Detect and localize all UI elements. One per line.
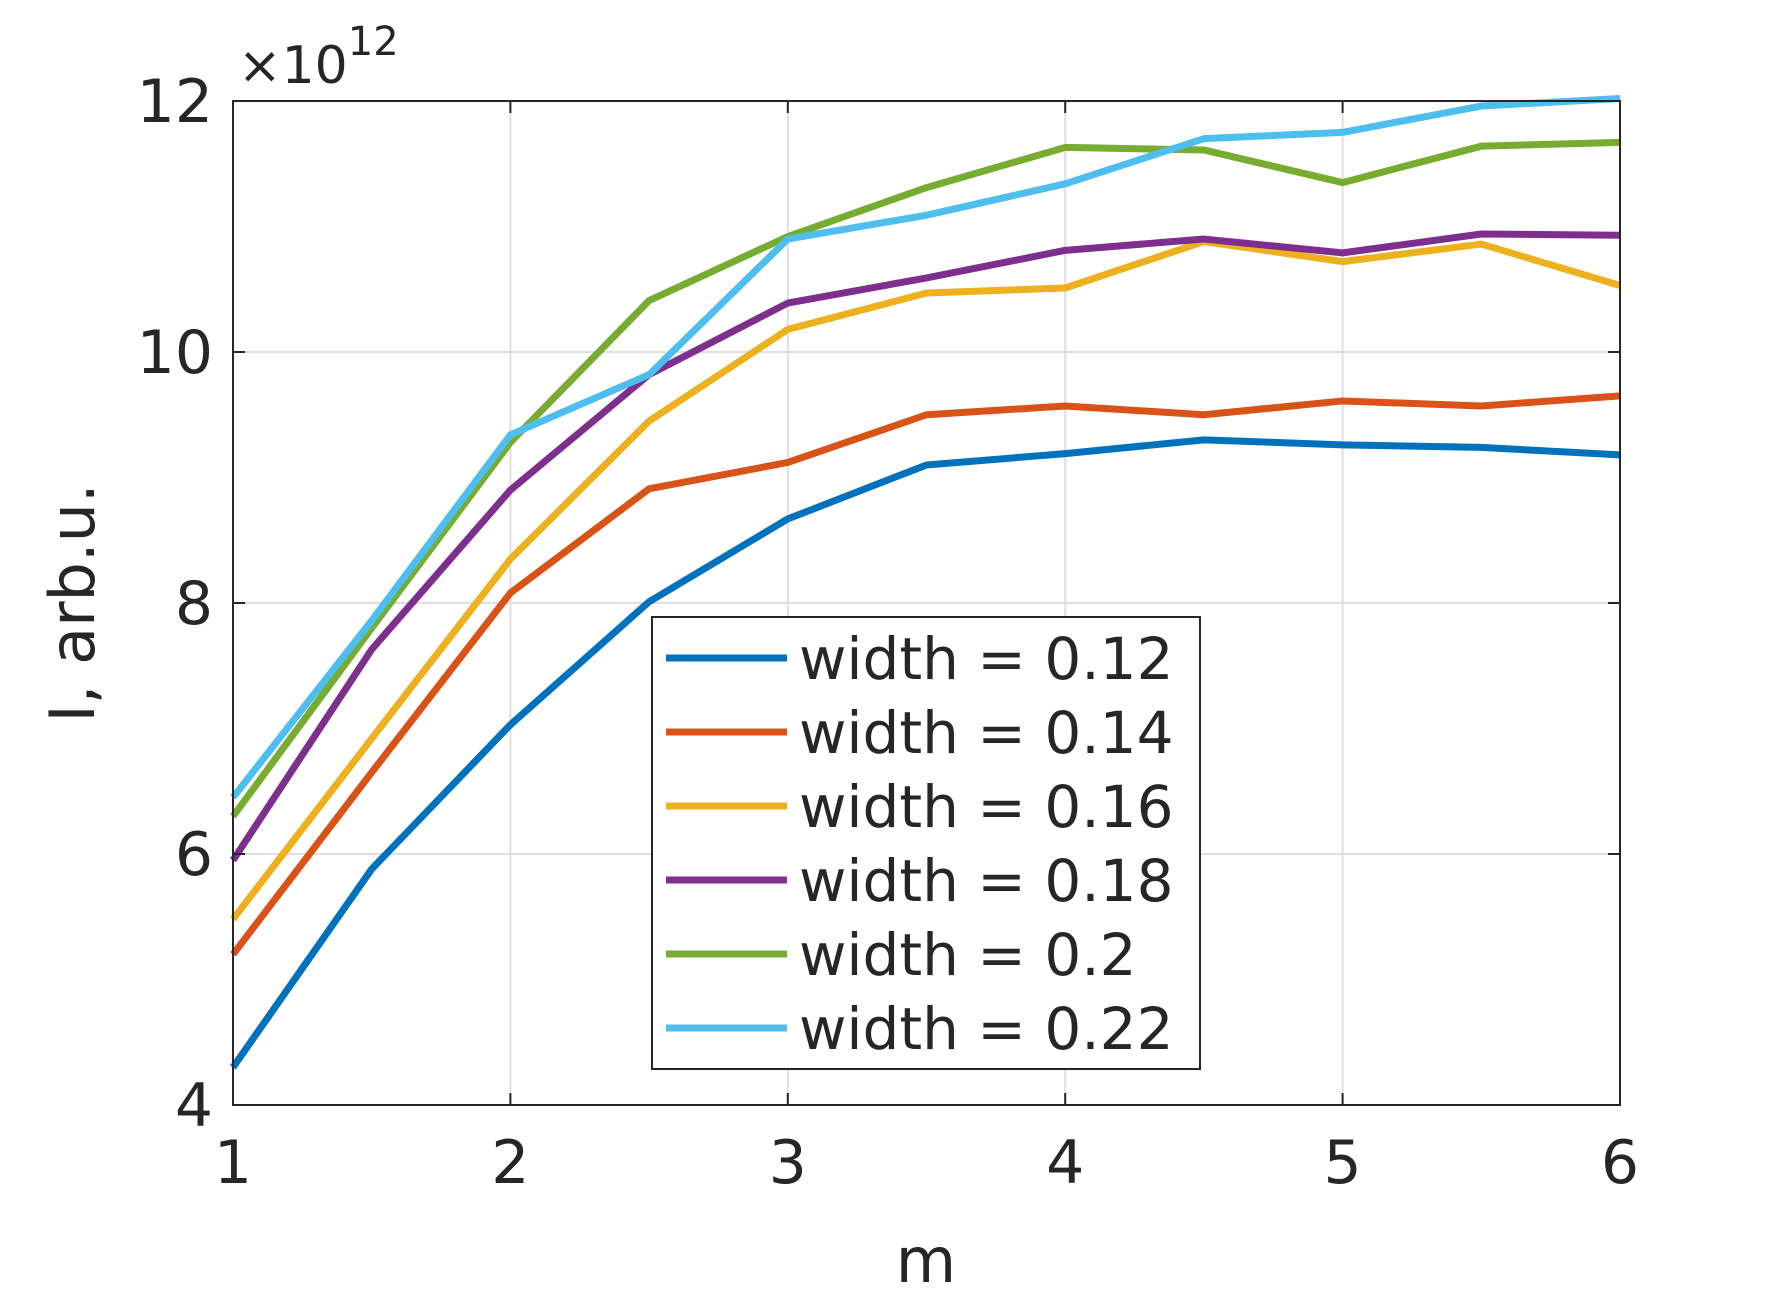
- x-tick-label: 2: [491, 1128, 529, 1198]
- legend-box: [651, 616, 1201, 1070]
- x-axis-label: m: [896, 1224, 956, 1291]
- y-tick-label: 6: [175, 820, 213, 890]
- series-line: [230, 238, 1622, 922]
- ticks: [232, 100, 1621, 1106]
- y-tick-label: 10: [137, 318, 213, 388]
- series-line: [230, 230, 1621, 863]
- y-tick-label: 8: [175, 569, 213, 639]
- series-layer: [230, 94, 1622, 1070]
- x-tick-label: 3: [769, 1128, 807, 1198]
- y-tick-label: 4: [175, 1071, 213, 1141]
- x-tick-label: 5: [1324, 1128, 1362, 1198]
- legend-label: width = 0.2: [799, 921, 1137, 989]
- series-line: [230, 138, 1621, 819]
- x-tick-label: 6: [1601, 1128, 1639, 1198]
- y-tick-label: 12: [137, 67, 213, 137]
- y-exponent-power: 12: [348, 19, 399, 65]
- series-line: [230, 436, 1621, 1070]
- legend-label: width = 0.12: [799, 625, 1173, 693]
- y-exponent-label: ×1012: [238, 19, 399, 96]
- legend-label: width = 0.22: [799, 995, 1173, 1063]
- x-tick-label: 4: [1046, 1128, 1084, 1198]
- series-line: [230, 392, 1621, 957]
- legend-label: width = 0.14: [799, 699, 1173, 767]
- y-axis-label: I, arb.u.: [36, 483, 109, 722]
- legend-label: width = 0.16: [799, 773, 1173, 841]
- series-line: [230, 94, 1621, 800]
- x-tick-label: 1: [214, 1128, 252, 1198]
- legend-label: width = 0.18: [799, 847, 1173, 915]
